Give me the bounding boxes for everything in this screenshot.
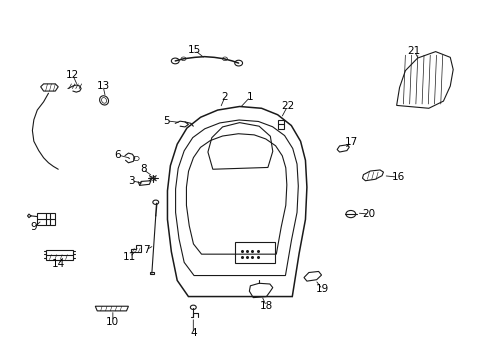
Text: 18: 18	[259, 301, 272, 311]
Text: 5: 5	[163, 116, 169, 126]
Text: 22: 22	[280, 102, 293, 112]
Text: 17: 17	[345, 138, 358, 147]
Text: 9: 9	[30, 222, 37, 232]
Text: 16: 16	[391, 172, 404, 182]
Text: 3: 3	[128, 176, 134, 186]
Text: 8: 8	[140, 164, 146, 174]
Text: 14: 14	[52, 259, 65, 269]
Text: 12: 12	[66, 70, 80, 80]
Text: 2: 2	[221, 92, 228, 102]
Text: 21: 21	[407, 46, 420, 56]
Text: 15: 15	[188, 45, 201, 55]
Text: 6: 6	[114, 150, 121, 160]
Text: 7: 7	[142, 245, 149, 255]
Text: 1: 1	[246, 92, 253, 102]
Text: 11: 11	[123, 252, 136, 262]
Text: 4: 4	[190, 328, 196, 338]
Text: 10: 10	[106, 317, 119, 327]
Text: 13: 13	[96, 81, 109, 91]
Text: 20: 20	[362, 209, 375, 219]
Text: 19: 19	[315, 284, 328, 294]
